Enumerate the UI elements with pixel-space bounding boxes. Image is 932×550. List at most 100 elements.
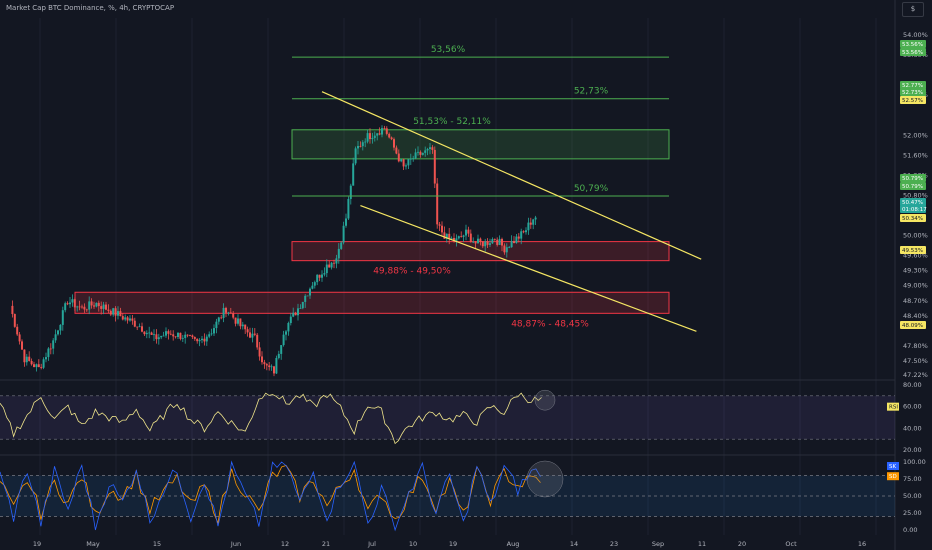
candle-body bbox=[354, 148, 357, 164]
stoch-rsi-pane: 100.00 75.00 50.00 25.00 0.00 SK SD bbox=[0, 458, 926, 534]
candle-body bbox=[405, 165, 407, 167]
time-tick-label: Aug bbox=[507, 540, 520, 548]
candle-body bbox=[460, 236, 463, 237]
price-tag-label: 49.53% bbox=[902, 248, 923, 254]
price-tag-label: 50.79% bbox=[902, 176, 923, 182]
candle-body bbox=[294, 312, 297, 316]
candle-body bbox=[419, 151, 422, 155]
candle-body bbox=[443, 232, 446, 239]
time-tick-label: 19 bbox=[33, 540, 41, 548]
candle-body bbox=[455, 238, 458, 241]
candle-body bbox=[522, 231, 525, 233]
price-tag bbox=[900, 321, 926, 329]
candle-body bbox=[275, 357, 278, 374]
candle-body bbox=[18, 334, 21, 342]
candle-body bbox=[28, 356, 31, 361]
candle-body bbox=[474, 241, 477, 244]
time-tick-label: Jul bbox=[367, 540, 376, 548]
candle-body bbox=[395, 147, 398, 154]
rsi-pane: 80.00 60.00 40.00 20.00 RSI bbox=[0, 381, 922, 454]
trendlines bbox=[321, 91, 702, 332]
candle-body bbox=[93, 305, 95, 307]
price-tag-label: 53.56% bbox=[902, 50, 923, 56]
candle-body bbox=[186, 334, 189, 336]
time-tick-label: Oct bbox=[785, 540, 797, 548]
candle-body bbox=[13, 314, 16, 327]
candle-body bbox=[448, 233, 451, 239]
candle-body bbox=[532, 219, 535, 225]
candle-body bbox=[11, 305, 14, 315]
candle-body bbox=[479, 238, 482, 242]
time-tick-label: 16 bbox=[858, 540, 866, 548]
candle-body bbox=[282, 334, 285, 346]
rsi-tick-label: 60.00 bbox=[903, 403, 922, 411]
candle-body bbox=[359, 145, 362, 147]
candle-body bbox=[227, 312, 230, 314]
candle-body bbox=[105, 304, 107, 310]
candle-body bbox=[40, 367, 43, 368]
candle-body bbox=[136, 326, 139, 328]
candle-body bbox=[205, 336, 208, 342]
candle-body bbox=[414, 152, 417, 159]
price-tag bbox=[900, 198, 926, 206]
currency-scale-button[interactable]: $ bbox=[902, 2, 924, 17]
candle-body bbox=[265, 364, 268, 366]
time-tick-label: 14 bbox=[570, 540, 578, 548]
candle-body bbox=[25, 356, 28, 363]
candle-body bbox=[311, 285, 314, 289]
stoch-tick-label: 75.00 bbox=[903, 475, 922, 483]
time-tick-label: May bbox=[86, 540, 100, 548]
candle-body bbox=[81, 306, 83, 308]
candle-body bbox=[16, 326, 19, 335]
candle-body bbox=[239, 318, 242, 327]
candle-body bbox=[69, 302, 71, 305]
stoch-k-line bbox=[0, 460, 541, 532]
candle-body bbox=[143, 331, 146, 335]
candle-body bbox=[102, 304, 105, 309]
price-tick-label: 47.80% bbox=[903, 342, 928, 350]
candle-body bbox=[95, 302, 98, 307]
time-tick-label: 11 bbox=[698, 540, 706, 548]
candle-body bbox=[196, 338, 199, 342]
candle-body bbox=[465, 229, 467, 236]
candle-body bbox=[203, 338, 206, 342]
price-tick-label: 49.00% bbox=[903, 282, 928, 290]
candle-body bbox=[35, 364, 38, 368]
candle-body bbox=[73, 299, 76, 308]
candle-body bbox=[57, 330, 59, 335]
resistance-line-label: 52,73% bbox=[574, 87, 609, 97]
price-tick-label: 54.00% bbox=[903, 31, 928, 39]
candle-body bbox=[498, 238, 501, 245]
candle-body bbox=[45, 357, 47, 360]
candle-body bbox=[481, 241, 484, 247]
candle-body bbox=[316, 274, 319, 283]
candle-body bbox=[76, 306, 79, 308]
candle-body bbox=[184, 334, 187, 338]
price-tag bbox=[900, 174, 926, 182]
candle-body bbox=[148, 332, 151, 334]
candle-body bbox=[345, 218, 347, 226]
candle-body bbox=[85, 309, 88, 311]
candle-body bbox=[496, 239, 499, 245]
candle-body bbox=[515, 236, 518, 244]
price-tag bbox=[900, 214, 926, 222]
rsi-line bbox=[0, 392, 542, 445]
candle-body bbox=[450, 237, 453, 239]
price-tag bbox=[900, 81, 926, 89]
candle-body bbox=[112, 308, 115, 315]
candle-body bbox=[364, 141, 367, 143]
price-tick-label: 49.60% bbox=[903, 252, 928, 260]
candle-body bbox=[21, 341, 23, 350]
candle-body bbox=[61, 310, 64, 325]
candle-body bbox=[241, 324, 244, 327]
chart-title: Market Cap BTC Dominance, %, 4h, CRYPTOC… bbox=[6, 4, 175, 12]
time-tick-label: 20 bbox=[738, 540, 746, 548]
price-tag-label: 50.34% bbox=[902, 216, 923, 222]
candle-body bbox=[503, 245, 506, 253]
time-tick-label: 12 bbox=[281, 540, 289, 548]
candle-body bbox=[301, 301, 304, 309]
candle-body bbox=[234, 317, 237, 324]
candle-body bbox=[217, 317, 220, 322]
candle-body bbox=[225, 307, 227, 313]
